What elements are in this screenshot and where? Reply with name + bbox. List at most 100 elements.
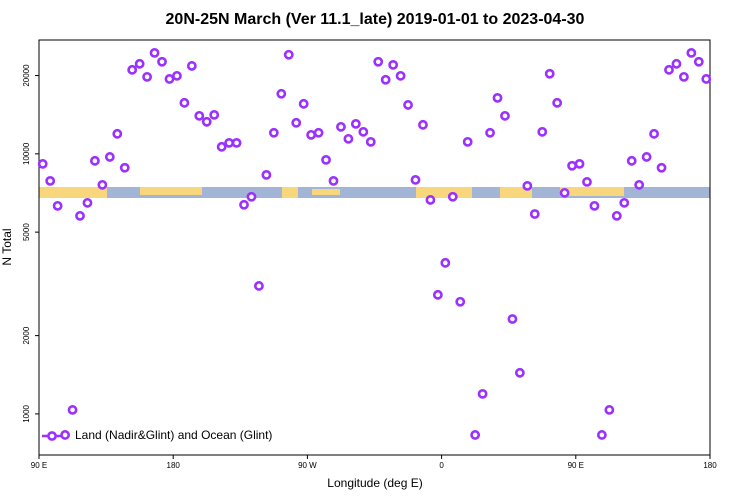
data-point [291, 117, 302, 128]
data-point [462, 136, 473, 147]
data-point [224, 137, 235, 148]
data-point [216, 141, 227, 152]
data-point [500, 110, 510, 121]
y-tick-label: 5000 [22, 223, 31, 241]
data-point [134, 58, 145, 69]
data-point [544, 68, 555, 79]
data-point [231, 137, 242, 148]
data-point [589, 200, 600, 211]
data-point [604, 405, 615, 415]
land-patch [39, 187, 107, 198]
data-point [194, 110, 205, 121]
data-point [164, 74, 175, 84]
data-point [97, 179, 108, 190]
data-point [90, 155, 100, 166]
data-point [45, 175, 56, 186]
data-point [641, 152, 652, 162]
data-point [343, 133, 354, 144]
map-strip [39, 187, 710, 198]
data-point [37, 158, 48, 169]
data-point [172, 70, 182, 81]
data-point [336, 121, 346, 132]
y-tick-label: 20000 [22, 64, 31, 87]
data-point [388, 59, 399, 70]
data-point [440, 257, 451, 268]
data-point [306, 129, 317, 140]
data-point [201, 116, 212, 127]
data-point [67, 405, 78, 415]
plot-frame [38, 39, 711, 456]
data-point [537, 126, 548, 137]
data-point [425, 195, 436, 205]
data-point [619, 197, 630, 208]
data-point [447, 191, 458, 202]
x-axis-label: Longitude (deg E) [327, 476, 422, 490]
data-point [328, 175, 339, 186]
data-point [395, 70, 406, 81]
data-point [283, 49, 294, 60]
y-tick-label: 2000 [22, 326, 31, 344]
data-point [559, 187, 570, 198]
data-point [686, 47, 697, 58]
data-point [514, 367, 525, 378]
data-point [298, 98, 309, 109]
x-tick-label: 0 [439, 461, 444, 470]
ocean-strip [39, 187, 710, 198]
data-point [209, 109, 220, 120]
data-point [239, 199, 249, 210]
data-point [574, 158, 585, 169]
data-point [127, 64, 138, 75]
data-point [179, 97, 190, 108]
data-point [656, 162, 667, 173]
data-point [268, 127, 279, 138]
data-point [485, 127, 495, 138]
data-point [350, 118, 361, 129]
x-tick-label: 90 E [31, 461, 47, 470]
data-point [104, 152, 115, 162]
land-patch [500, 187, 532, 198]
y-tick-label: 1000 [22, 404, 31, 422]
legend-label: Land (Nadir&Glint) and Ocean (Glint) [75, 428, 272, 442]
data-point [671, 58, 682, 69]
data-point [567, 160, 577, 171]
data-point [529, 209, 540, 219]
data-point [82, 197, 93, 208]
data-point [649, 128, 659, 139]
data-point [261, 169, 272, 180]
data-point [522, 180, 533, 191]
data-point [492, 93, 503, 103]
legend-marker [47, 431, 57, 441]
data-point [321, 154, 331, 165]
data-point [149, 47, 160, 58]
data-point [186, 61, 197, 71]
data-point [693, 56, 704, 67]
data-point [157, 56, 167, 67]
x-tick-label: 90 E [568, 461, 584, 470]
data-point [254, 281, 264, 291]
data-point [477, 388, 488, 399]
land-patch [282, 187, 298, 198]
data-point [596, 430, 607, 440]
data-point [358, 126, 369, 137]
chart-title: 20N-25N March (Ver 11.1_late) 2019-01-01… [166, 11, 585, 28]
data-point [634, 179, 645, 190]
data-point [313, 127, 324, 138]
data-point [403, 100, 413, 110]
data-point [142, 71, 153, 82]
data-point [432, 289, 443, 300]
data-point [582, 177, 592, 187]
data-point [365, 136, 376, 147]
data-point [52, 200, 63, 211]
x-tick-label: 90 W [298, 461, 317, 470]
data-point [60, 430, 70, 440]
data-point [552, 97, 563, 108]
data-point [246, 191, 257, 202]
data-point [410, 174, 421, 185]
data-point [119, 162, 130, 173]
land-patch [312, 189, 340, 195]
data-point [626, 155, 637, 166]
data-point [373, 56, 384, 67]
x-tick-label: 180 [167, 461, 181, 470]
data-point [112, 128, 123, 139]
